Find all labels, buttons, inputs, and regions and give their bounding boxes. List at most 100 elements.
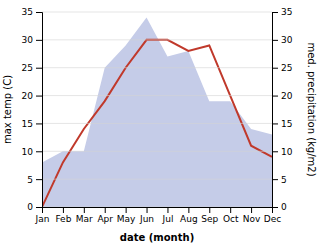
tick: Nov — [243, 207, 261, 224]
grid-line — [42, 179, 272, 180]
tick-mark — [126, 207, 127, 213]
tick-label: 10 — [22, 147, 34, 157]
x-axis-title: date (month) — [120, 232, 194, 243]
tick-mark — [272, 68, 278, 69]
tick-label: 25 — [281, 63, 292, 73]
tick: Apr — [97, 207, 113, 224]
tick: Feb — [55, 207, 71, 224]
tick-mark — [36, 123, 42, 124]
tick: 35 — [272, 7, 292, 17]
tick-label: 35 — [281, 7, 292, 17]
tick-label: 10 — [281, 147, 293, 157]
tick-label: 30 — [281, 35, 293, 45]
tick-label: 20 — [22, 91, 34, 101]
tick-label: Jun — [139, 214, 154, 224]
grid-line — [42, 67, 272, 68]
tick-mark — [272, 96, 278, 97]
area — [42, 18, 272, 207]
tick-mark — [36, 12, 42, 13]
tick-label: 0 — [281, 202, 287, 212]
tick-mark — [167, 207, 168, 213]
tick-label: May — [117, 214, 136, 224]
tick-mark — [272, 12, 278, 13]
tick-mark — [272, 151, 278, 152]
tick-label: Mar — [76, 214, 93, 224]
tick-mark — [36, 40, 42, 41]
tick-mark — [36, 96, 42, 97]
tick: 5 — [27, 175, 42, 185]
grid-line — [42, 151, 272, 152]
x-axis: Jan Feb Mar Apr MayJun Jul AugSep Oct NovDec — [35, 207, 282, 224]
y2-axis-title: med. precipitation (kg/m2) — [306, 42, 317, 176]
tick-mark — [36, 207, 42, 208]
tick-mark — [147, 207, 148, 213]
tick: 30 — [22, 35, 42, 45]
tick-label: Nov — [243, 214, 261, 224]
tick: 15 — [22, 119, 42, 129]
tick-label: 15 — [281, 119, 292, 129]
tick-label: 15 — [22, 119, 33, 129]
tick: Oct — [223, 207, 239, 224]
tick-label: 5 — [27, 175, 33, 185]
y-axis-title: max temp (C) — [2, 75, 13, 144]
tick-label: Jan — [35, 214, 50, 224]
tick: Sep — [201, 207, 218, 224]
tick-mark — [188, 207, 189, 213]
tick: 35 — [22, 7, 42, 17]
axis-line — [36, 13, 43, 208]
tick: Dec — [264, 207, 281, 224]
grid-line — [42, 123, 272, 124]
tick-mark — [36, 68, 42, 69]
tick-mark — [272, 123, 278, 124]
tick-label: Oct — [223, 214, 239, 224]
tick-mark — [36, 151, 42, 152]
grid-line — [42, 12, 272, 13]
axis-line — [273, 13, 279, 208]
tick: 30 — [272, 35, 293, 45]
tick-label: 30 — [22, 35, 34, 45]
tick-label: Feb — [55, 214, 71, 224]
tick-mark — [209, 207, 210, 213]
tick-label: 5 — [281, 175, 287, 185]
tick-mark — [251, 207, 252, 213]
tick: Jul — [162, 207, 174, 224]
tick-label: 20 — [281, 91, 293, 101]
tick-label: 25 — [22, 63, 33, 73]
tick: 0 — [272, 202, 287, 212]
tick-mark — [63, 207, 64, 213]
tick: 15 — [272, 119, 292, 129]
tick-label: Aug — [180, 214, 198, 224]
grid — [42, 12, 272, 207]
marks — [42, 18, 272, 207]
tick: Aug — [180, 207, 198, 224]
tick-mark — [272, 40, 278, 41]
line — [42, 40, 272, 207]
tick-mark — [36, 179, 42, 180]
tick: Jun — [139, 207, 154, 224]
tick-mark — [105, 207, 106, 213]
tick: 0 — [27, 202, 42, 212]
tick-label: Apr — [97, 214, 113, 224]
tick: 10 — [272, 147, 293, 157]
grid-line — [42, 39, 272, 40]
tick-label: Jul — [162, 214, 174, 224]
tick-mark — [230, 207, 231, 213]
tick-label: Dec — [264, 214, 281, 224]
y2-axis: 0 5 10 15 20 25 30 35 — [272, 7, 293, 212]
tick: Mar — [76, 207, 93, 224]
tick: 25 — [272, 63, 292, 73]
axis-line — [43, 208, 273, 214]
tick-label: 35 — [22, 7, 33, 17]
chart: JanFebMarAprMayJunJulAugSepOctNovDec0510… — [0, 0, 318, 247]
tick: Jan — [35, 207, 50, 224]
y-axis: 0 5 10 15 20 25 30 35 — [22, 7, 43, 212]
tick: 20 — [272, 91, 293, 101]
tick-mark — [272, 207, 278, 208]
tick-mark — [84, 207, 85, 213]
tick-mark — [272, 179, 278, 180]
grid-line — [42, 95, 272, 96]
tick: 10 — [22, 147, 42, 157]
tick-label: Sep — [201, 214, 218, 224]
tick: 5 — [272, 175, 287, 185]
tick: 25 — [22, 63, 42, 73]
